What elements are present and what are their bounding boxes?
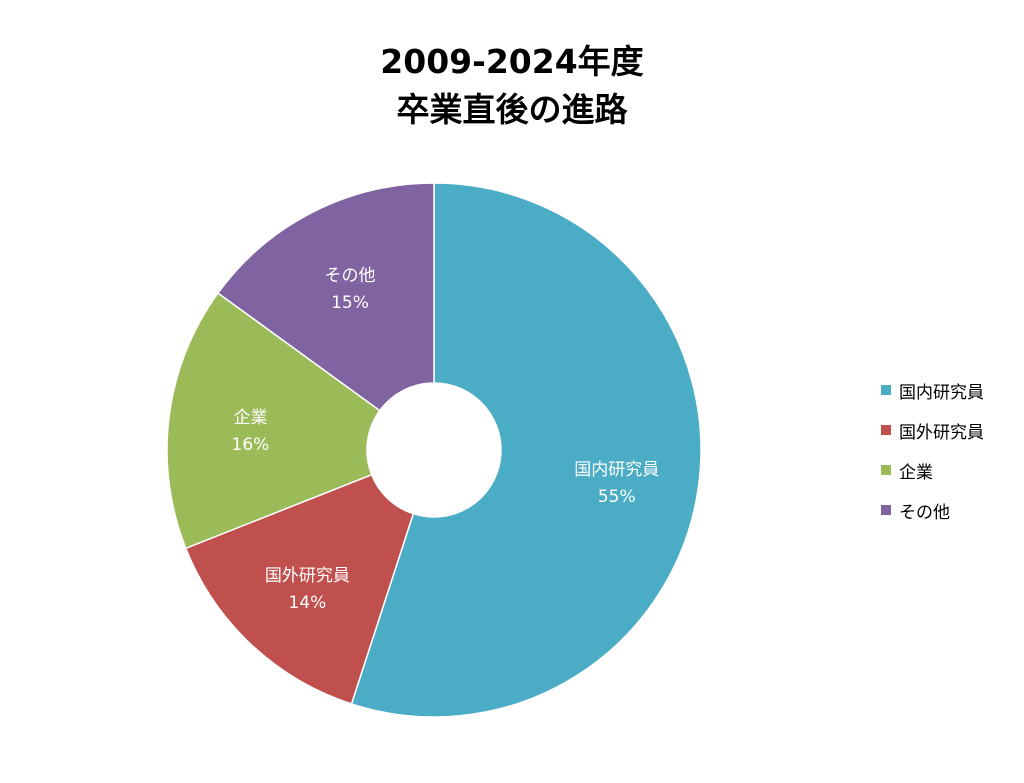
legend-swatch	[881, 465, 891, 475]
legend-swatch	[881, 385, 891, 395]
chart-title-line-2: 卒業直後の進路	[396, 90, 628, 129]
slice-value-label: 16%	[232, 435, 270, 455]
legend-swatch	[881, 425, 891, 435]
slice-other	[216, 182, 435, 412]
slice-category-label: 企業	[233, 408, 267, 428]
legend-label: その他	[899, 502, 950, 523]
legend: 国内研究員 国外研究員 企業 その他	[881, 378, 1021, 538]
legend-swatch	[881, 505, 891, 515]
slice-overseas-researcher	[184, 473, 415, 705]
slice-value-label: 15%	[331, 293, 369, 313]
legend-label: 国内研究員	[899, 382, 984, 403]
label-overseas-researcher: 国外研究員 14%	[265, 566, 350, 613]
slice-value-label: 14%	[288, 593, 326, 613]
slice-value-label: 55%	[598, 487, 636, 507]
slice-domestic-researcher	[350, 182, 702, 718]
legend-item-company: 企業	[881, 458, 1021, 483]
legend-item-other: その他	[881, 498, 1021, 523]
slice-category-label: 国外研究員	[265, 566, 350, 586]
slice-company	[166, 292, 381, 550]
label-other: その他 15%	[325, 266, 376, 313]
chart-title-line-1: 2009-2024年度	[380, 42, 644, 81]
legend-label: 企業	[899, 462, 933, 483]
slice-category-label: その他	[325, 266, 376, 286]
slice-category-label: 国内研究員	[574, 460, 659, 480]
chart-title: 2009-2024年度 卒業直後の進路	[0, 38, 1024, 134]
label-domestic-researcher: 国内研究員 55%	[574, 460, 659, 507]
label-company: 企業 16%	[232, 408, 270, 455]
legend-item-domestic-researcher: 国内研究員	[881, 378, 1021, 403]
legend-item-overseas-researcher: 国外研究員	[881, 418, 1021, 443]
legend-label: 国外研究員	[899, 422, 984, 443]
